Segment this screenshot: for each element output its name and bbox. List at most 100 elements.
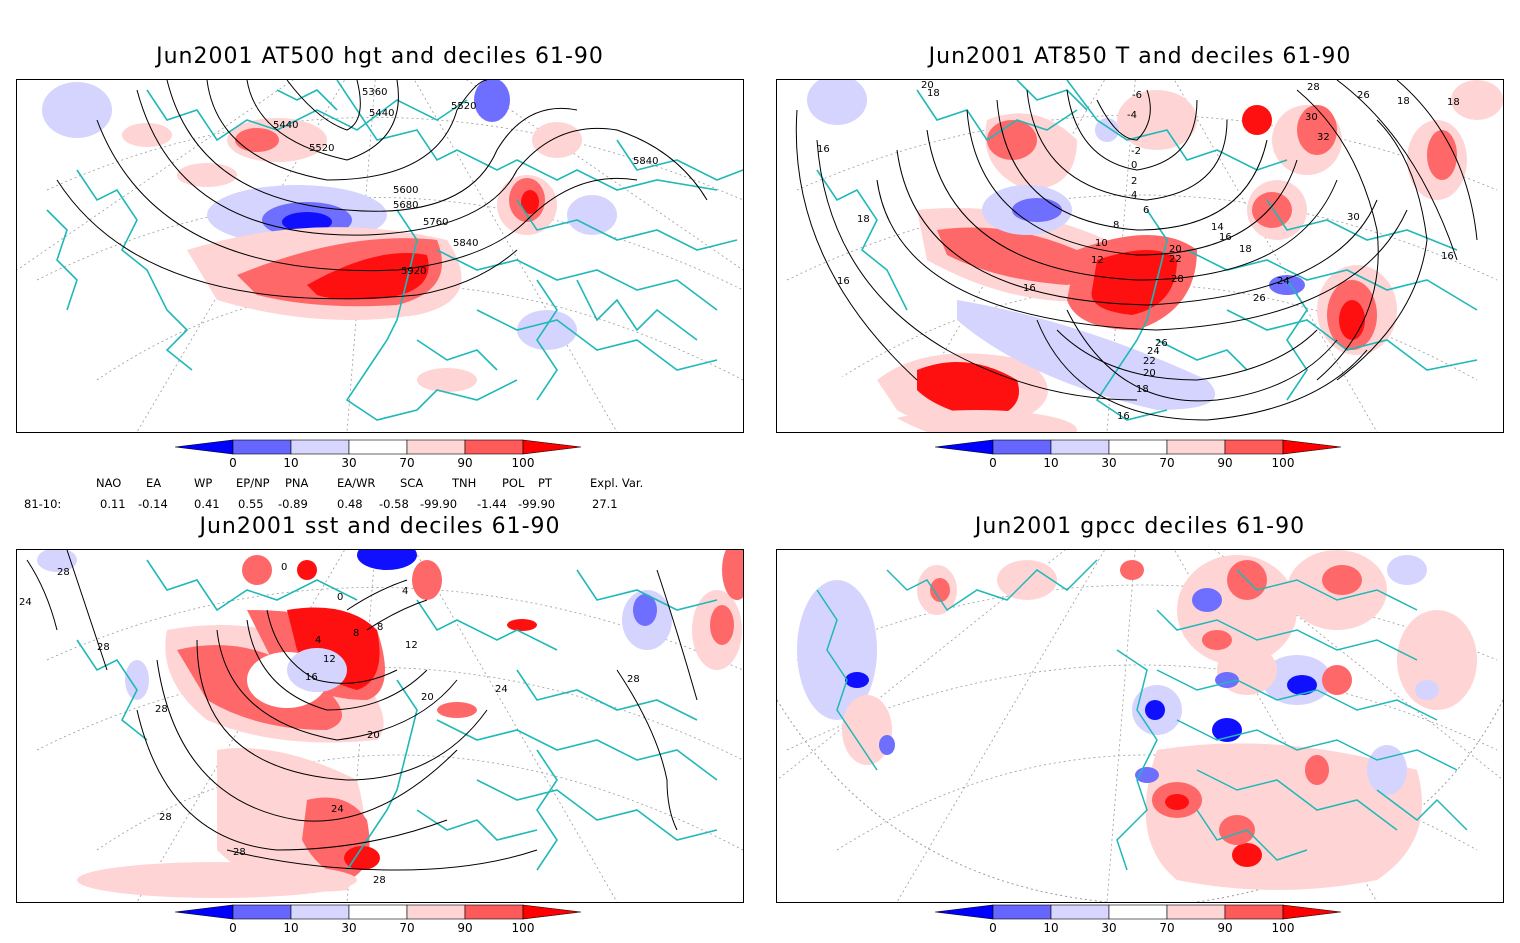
- colorbar-tick-label: 10: [1043, 921, 1058, 935]
- contour-label: 5440: [369, 108, 394, 119]
- colorbar-tick-label: 10: [1043, 456, 1058, 470]
- colorbar-segment: [992, 904, 1052, 920]
- colorbar-arrow-low: [175, 439, 234, 455]
- contour-label: 8: [1113, 220, 1119, 231]
- contour-label: 22: [1169, 254, 1182, 265]
- contour-label: 28: [155, 704, 168, 715]
- contour-label: 4: [1131, 190, 1137, 201]
- panel2-title: Jun2001 AT850 T and deciles 61-90: [928, 44, 1352, 69]
- contour-label: 10: [1095, 238, 1108, 249]
- contour-label: 20: [921, 80, 934, 91]
- contour-label: 20: [1143, 368, 1156, 379]
- contour-label: 2: [1131, 176, 1137, 187]
- contours: [26, 550, 698, 871]
- contour-label: 30: [1305, 112, 1318, 123]
- index-row-label: 81-10:: [24, 497, 62, 511]
- colorbar-segment: [1050, 439, 1110, 455]
- index-name: Expl. Var.: [590, 476, 644, 490]
- contour-label: -6: [1132, 90, 1142, 101]
- coastlines: [76, 559, 718, 871]
- contour-label: 16: [1219, 232, 1232, 243]
- colorbar-segment: [1166, 904, 1226, 920]
- contour-label: 24: [19, 597, 32, 608]
- colorbar-tick-label: 30: [341, 456, 356, 470]
- contour-labels: 5360 5440 5440 5520 5520 5600 5680 5760 …: [273, 87, 658, 277]
- colorbar-segment: [232, 439, 292, 455]
- index-value: -99.90: [518, 497, 556, 511]
- colorbar-arrow-low: [935, 904, 994, 920]
- contour-label: 24: [331, 804, 344, 815]
- colorbar-tick-label: 90: [1217, 921, 1232, 935]
- contour-label: 16: [305, 672, 318, 683]
- contour-label: 24: [495, 684, 508, 695]
- index-value: -0.89: [278, 497, 308, 511]
- contour-label: 28: [373, 875, 386, 886]
- index-value: -1.44: [477, 497, 507, 511]
- coastlines: [816, 559, 1468, 871]
- contour-label: 16: [1117, 411, 1130, 422]
- colorbar-segment: [1108, 904, 1168, 920]
- contours: [795, 80, 1478, 421]
- index-value: 0.48: [337, 497, 363, 511]
- colorbar-arrow-high: [522, 904, 582, 920]
- decile-shading: [797, 550, 1477, 890]
- colorbar-segment: [1224, 904, 1284, 920]
- colorbar-tick-label: 0: [989, 456, 997, 470]
- contour-label: 0: [281, 562, 287, 573]
- contour-label: 26: [1253, 293, 1266, 304]
- decile-shading: [37, 550, 743, 898]
- contour-label: 18: [1136, 384, 1149, 395]
- index-value: -0.14: [138, 497, 168, 511]
- colorbar-arrow-high: [1282, 904, 1342, 920]
- contour-label: 18: [1239, 244, 1252, 255]
- contour-label: 28: [97, 642, 110, 653]
- index-name: PT: [538, 476, 552, 490]
- colorbar-segment: [406, 439, 466, 455]
- contours: [56, 80, 708, 300]
- contour-label: 5520: [451, 101, 476, 112]
- contour-label: 16: [1023, 283, 1036, 294]
- panel4-title: Jun2001 gpcc deciles 61-90: [974, 514, 1306, 539]
- colorbar-tick-label: 70: [399, 456, 414, 470]
- index-value: 0.11: [100, 497, 126, 511]
- contour-label: 22: [1143, 356, 1156, 367]
- colorbar-tick-label: 90: [457, 456, 472, 470]
- contour-label: 12: [323, 654, 336, 665]
- colorbar-tick-label: 70: [1159, 456, 1174, 470]
- contour-label: 8: [353, 628, 359, 639]
- index-name: TNH: [452, 476, 477, 490]
- index-name: EP/NP: [236, 476, 270, 490]
- contour-label: 28: [627, 674, 640, 685]
- contour-label: 12: [405, 640, 418, 651]
- colorbar-segment: [406, 904, 466, 920]
- panel3-title: Jun2001 sst and deciles 61-90: [199, 514, 561, 539]
- contour-label: 28: [1171, 274, 1184, 285]
- colorbar-tick-label: 90: [1217, 456, 1232, 470]
- index-name: WP: [194, 476, 213, 490]
- index-value: 27.1: [592, 497, 618, 511]
- contour-label: 24: [1277, 276, 1290, 287]
- colorbar-segment: [464, 439, 524, 455]
- contour-label: 20: [1169, 244, 1182, 255]
- contour-label: -4: [1127, 110, 1137, 121]
- panel4-colorbar: 0 10 30 70 90 100: [935, 903, 1345, 943]
- panel2-colorbar: 0 10 30 70 90 100: [935, 438, 1345, 478]
- contour-label: 26: [1155, 338, 1168, 349]
- colorbar-tick-label: 90: [457, 921, 472, 935]
- contour-label: 20: [421, 692, 434, 703]
- contour-label: 28: [233, 847, 246, 858]
- coastlines: [46, 80, 743, 421]
- coastlines: [816, 80, 1478, 421]
- index-value: 0.41: [194, 497, 220, 511]
- colorbar-arrow-high: [1282, 439, 1342, 455]
- contour-label: 12: [1091, 255, 1104, 266]
- panel3-colorbar: 0 10 30 70 90 100: [175, 903, 585, 943]
- index-value: -0.58: [379, 497, 409, 511]
- contour-label: 5600: [393, 185, 418, 196]
- colorbar-tick-label: 30: [1101, 456, 1116, 470]
- index-name: EA: [146, 476, 162, 490]
- colorbar-segment: [232, 904, 292, 920]
- panel1-colorbar: 0 10 30 70 90 100: [175, 438, 585, 478]
- contour-label: 32: [1317, 132, 1330, 143]
- contour-label: 14: [1211, 222, 1224, 233]
